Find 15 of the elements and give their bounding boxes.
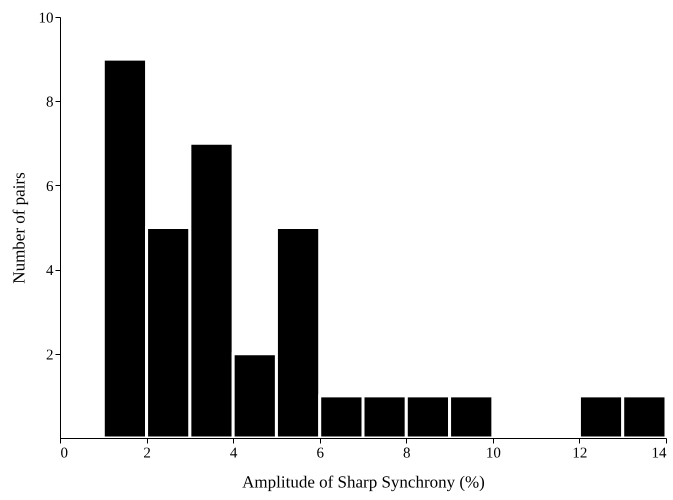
y-axis-title: Number of pairs: [10, 172, 28, 284]
x-axis-title: Amplitude of Sharp Synchrony (%): [242, 472, 485, 492]
x-tick-label: 8: [403, 446, 411, 462]
y-tick-label: 6: [46, 178, 54, 195]
y-tick-label: 10: [38, 10, 54, 26]
x-tick-label: 4: [230, 446, 238, 462]
x-tick-label: 10: [486, 446, 501, 462]
x-tick-label: 0: [60, 446, 68, 462]
y-tick-label: 8: [46, 94, 54, 111]
x-tick-label: 14: [652, 446, 667, 462]
y-tick-label: 2: [46, 347, 54, 364]
x-tick-label: 12: [572, 446, 588, 462]
y-tick-label: 4: [46, 263, 54, 280]
x-tick-label: 6: [316, 446, 324, 462]
x-tick-label: 2: [143, 446, 151, 462]
